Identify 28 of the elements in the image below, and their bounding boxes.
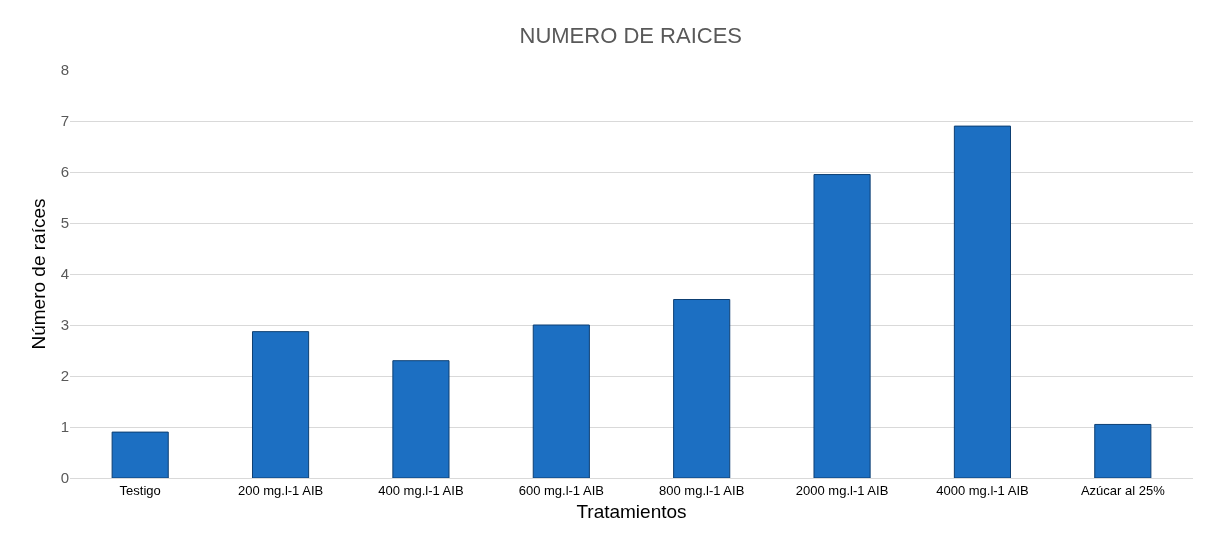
- bar: [111, 431, 169, 478]
- x-tick-label: 800 mg.l-1 AIB: [659, 482, 745, 498]
- x-tick-label: Testigo: [119, 482, 161, 498]
- y-axis-title: Número de raíces: [27, 198, 49, 350]
- y-tick-label: 2: [60, 367, 69, 385]
- y-tick-label: 8: [60, 61, 69, 79]
- y-tick-label: 5: [60, 214, 69, 232]
- bar: [392, 360, 450, 478]
- bar: [953, 125, 1012, 478]
- y-tick-label: 6: [60, 163, 69, 181]
- x-tick-label: Azúcar al 25%: [1080, 482, 1166, 498]
- bar: [251, 331, 310, 478]
- x-tick-label: 200 mg.l-1 AIB: [237, 482, 324, 498]
- x-axis-title: Tratamientos: [576, 501, 687, 523]
- y-tick-label: 3: [60, 316, 69, 334]
- y-tick-label: 4: [60, 265, 69, 283]
- y-tick-label: 1: [60, 418, 69, 436]
- bar: [1094, 423, 1152, 478]
- bar: [813, 174, 871, 478]
- x-tick-label: 4000 mg.l-1 AIB: [936, 482, 1029, 498]
- bar: [673, 299, 731, 478]
- x-tick-label: 400 mg.l-1 AIB: [378, 482, 464, 498]
- y-tick-label: 0: [60, 469, 69, 487]
- x-tick-label: 600 mg.l-1 AIB: [518, 482, 604, 498]
- bar: [532, 324, 590, 478]
- chart-title: NUMERO DE RAICES: [519, 23, 742, 49]
- y-tick-label: 7: [60, 112, 69, 130]
- x-tick-label: 2000 mg.l-1 AIB: [795, 482, 889, 498]
